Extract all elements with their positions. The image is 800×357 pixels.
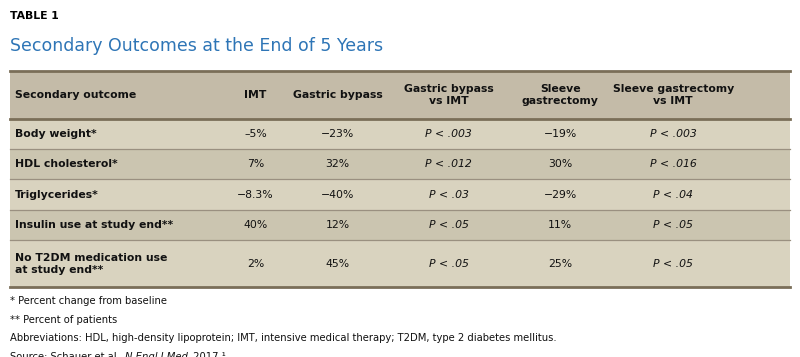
Text: Secondary outcome: Secondary outcome (15, 90, 137, 100)
Text: Gastric bypass: Gastric bypass (293, 90, 382, 100)
Text: P < .012: P < .012 (426, 159, 472, 169)
Text: P < .03: P < .03 (429, 190, 469, 200)
Text: P < .003: P < .003 (650, 129, 697, 139)
Text: TABLE 1: TABLE 1 (10, 11, 58, 21)
Text: 32%: 32% (326, 159, 350, 169)
Text: ** Percent of patients: ** Percent of patients (10, 315, 117, 325)
Text: 2017.¹: 2017.¹ (190, 352, 226, 357)
Text: IMT: IMT (244, 90, 266, 100)
Text: −19%: −19% (543, 129, 577, 139)
Text: 30%: 30% (548, 159, 572, 169)
Text: P < .003: P < .003 (426, 129, 472, 139)
Text: Triglycerides*: Triglycerides* (15, 190, 99, 200)
Text: Sleeve
gastrectomy: Sleeve gastrectomy (522, 84, 598, 106)
Text: 11%: 11% (548, 220, 572, 230)
Text: −40%: −40% (321, 190, 354, 200)
Text: P < .05: P < .05 (654, 220, 694, 230)
Text: 12%: 12% (326, 220, 350, 230)
Text: Gastric bypass
vs IMT: Gastric bypass vs IMT (404, 84, 494, 106)
Text: 7%: 7% (247, 159, 264, 169)
Text: −23%: −23% (321, 129, 354, 139)
Text: 45%: 45% (326, 259, 350, 269)
Text: Abbreviations: HDL, high-density lipoprotein; IMT, intensive medical therapy; T2: Abbreviations: HDL, high-density lipopro… (10, 333, 556, 343)
Text: Insulin use at study end**: Insulin use at study end** (15, 220, 174, 230)
Text: P < .05: P < .05 (654, 259, 694, 269)
Text: P < .05: P < .05 (429, 259, 469, 269)
Text: −29%: −29% (543, 190, 577, 200)
Text: Source: Schauer et al.: Source: Schauer et al. (10, 352, 122, 357)
Text: * Percent change from baseline: * Percent change from baseline (10, 296, 166, 306)
Text: No T2DM medication use
at study end**: No T2DM medication use at study end** (15, 253, 167, 275)
Text: 25%: 25% (548, 259, 572, 269)
Text: Body weight*: Body weight* (15, 129, 97, 139)
Text: –5%: –5% (244, 129, 267, 139)
Text: P < .016: P < .016 (650, 159, 697, 169)
Text: 2%: 2% (247, 259, 264, 269)
Text: HDL cholesterol*: HDL cholesterol* (15, 159, 118, 169)
Text: P < .05: P < .05 (429, 220, 469, 230)
Text: 40%: 40% (243, 220, 268, 230)
Text: Sleeve gastrectomy
vs IMT: Sleeve gastrectomy vs IMT (613, 84, 734, 106)
Text: Secondary Outcomes at the End of 5 Years: Secondary Outcomes at the End of 5 Years (10, 37, 382, 55)
Text: −8.3%: −8.3% (238, 190, 274, 200)
Text: N Engl J Med.: N Engl J Med. (125, 352, 190, 357)
Text: P < .04: P < .04 (654, 190, 694, 200)
